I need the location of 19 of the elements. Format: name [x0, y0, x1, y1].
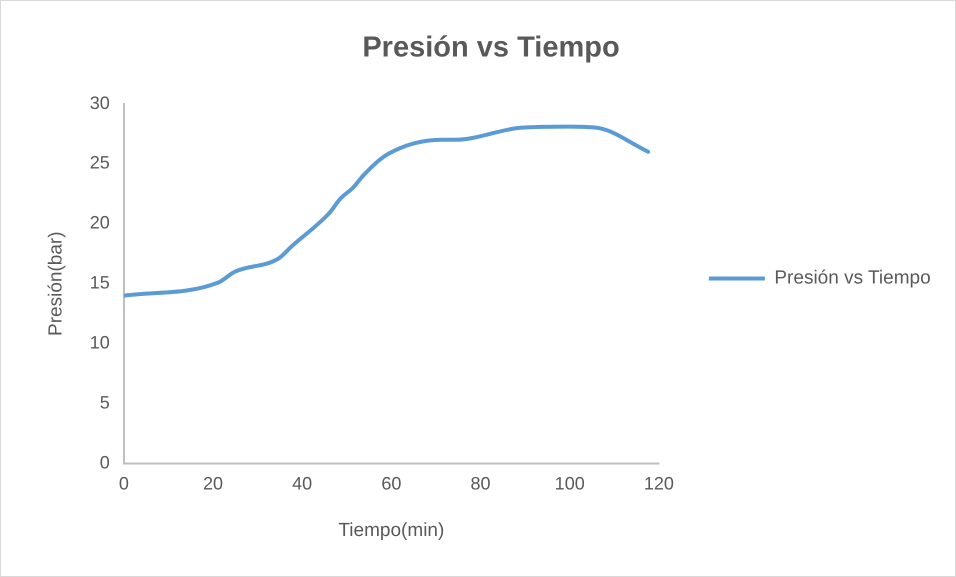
x-tick-label: 0: [118, 473, 129, 494]
x-tick-label: 80: [470, 473, 491, 494]
x-tick-label: 20: [202, 473, 224, 494]
x-axis-title: Tiempo(min): [338, 520, 444, 541]
line-series: [124, 124, 650, 298]
y-tick-label: 10: [90, 332, 110, 353]
legend-label: Presión vs Tiempo: [774, 268, 931, 289]
x-tick-label: 120: [644, 473, 674, 494]
y-tick-label: 20: [90, 212, 110, 233]
x-tick-label: 40: [292, 473, 312, 494]
y-tick-label: 30: [90, 92, 110, 113]
y-tick-label: 0: [100, 452, 110, 473]
chart-title: Presión vs Tiempo: [362, 31, 620, 64]
x-tick-label: 60: [381, 473, 402, 494]
x-tick-label: 100: [554, 473, 585, 494]
y-axis-title: Presión(bar): [46, 231, 67, 336]
y-tick-label: 15: [90, 272, 110, 293]
y-tick-label: 25: [90, 152, 110, 173]
y-tick-label: 5: [100, 392, 110, 413]
